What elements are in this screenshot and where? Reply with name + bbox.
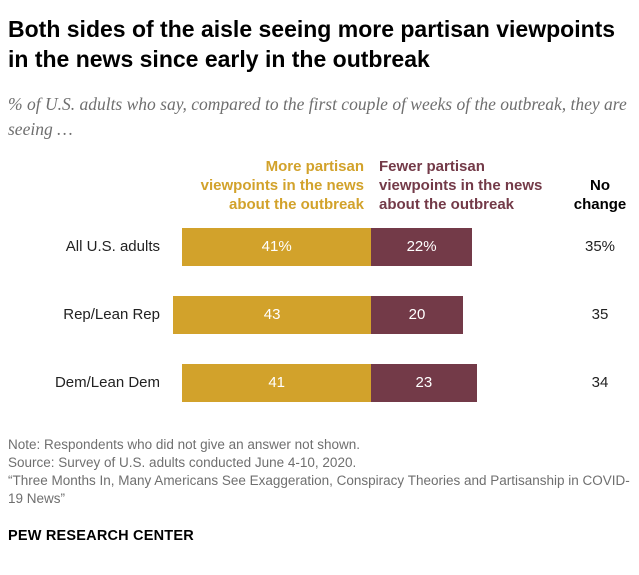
chart-subtitle: % of U.S. adults who say, compared to th… (8, 94, 627, 139)
bar-more-partisan-rep-lean-rep: 43 (173, 296, 371, 334)
bar-fewer-partisan-dem-lean-dem: 23 (371, 364, 477, 402)
organization-name: PEW RESEARCH CENTER (8, 528, 194, 544)
row-label-dem-lean-dem: Dem/Lean Dem (54, 374, 160, 391)
no-change-value-all-adults: 35% (584, 238, 616, 255)
chart-title: Both sides of the aisle seeing more part… (8, 16, 616, 72)
no-change-value-rep-lean-rep: 35 (591, 306, 609, 323)
source-text: Source: Survey of U.S. adults conducted … (8, 455, 357, 470)
bar-more-partisan-dem-lean-dem: 41 (182, 364, 371, 402)
chart-notes: Note: Respondents who did not give an an… (8, 436, 633, 508)
legend-more-partisan: More partisan viewpoints in the news abo… (200, 158, 364, 213)
report-title: “Three Months In, Many Americans See Exa… (8, 473, 630, 506)
row-label-all-adults: All U.S. adults (65, 238, 160, 255)
row-label-rep-lean-rep: Rep/Lean Rep (63, 306, 160, 323)
legend-fewer-partisan: Fewer partisan viewpoints in the news ab… (379, 158, 543, 213)
note-text: Note: Respondents who did not give an an… (8, 437, 360, 452)
bar-fewer-partisan-rep-lean-rep: 20 (371, 296, 463, 334)
legend-no-change: No change (573, 177, 627, 213)
no-change-value-dem-lean-dem: 34 (591, 374, 609, 391)
bar-more-partisan-all-adults: 41% (182, 228, 371, 266)
bar-fewer-partisan-all-adults: 22% (371, 228, 473, 266)
